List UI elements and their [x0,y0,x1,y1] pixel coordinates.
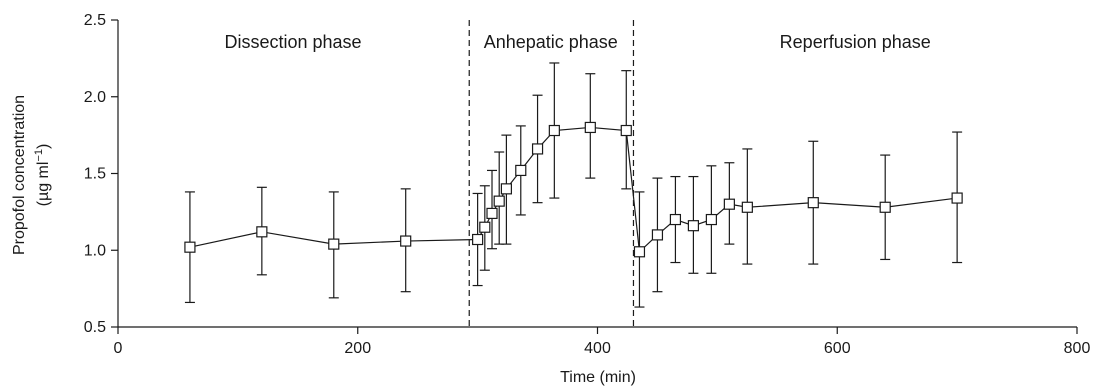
data-point-marker [879,201,891,213]
x-tick-label: 200 [344,340,371,357]
data-point-marker [633,246,646,258]
data-point-marker [951,192,963,204]
data-point-marker [531,143,544,155]
data-point-marker [620,124,632,137]
phase-label: Anhepatic phase [484,32,618,52]
y-tick-label: 0.5 [84,319,106,336]
data-point-marker [584,121,596,134]
axis-ticks: 0.5 1.0 1.5 2.0 2.5 0 200 400 600 800 [84,12,1091,357]
data-point-marker [472,233,484,246]
phase-labels: Dissection phase Anhepatic phase Reperfusi… [224,32,930,52]
x-axis-label: Time (min) [560,369,636,386]
data-point-marker [184,241,196,253]
data-point-marker [493,195,505,207]
data-point-marker [723,198,735,210]
phase-boundary-lines [468,20,635,327]
data-point-marker [486,207,498,220]
y-axis-unit-exponent: −1 [33,149,45,162]
data-point-marker [705,213,717,226]
y-axis-unit-close: ) [35,144,52,149]
x-tick-label: 400 [584,340,611,357]
series-line [189,126,958,254]
y-axis-label-line1: Propofol concentration [11,95,28,255]
phase-label: Reperfusion phase [780,32,931,52]
error-bars [184,62,963,308]
x-tick-label: 800 [1064,340,1091,357]
data-point-marker [807,197,819,209]
data-point-marker [479,221,491,233]
data-point-marker [500,183,512,195]
y-tick-label: 1.5 [84,166,106,183]
y-axis-unit: (µg ml [35,162,52,207]
data-point-marker [328,238,340,250]
data-point-marker [548,124,560,137]
phase-label: Dissection phase [224,32,361,52]
data-point-marker [687,220,700,232]
y-axis-label-line2: (µg ml−1) [33,144,52,207]
x-tick-label: 0 [114,340,123,357]
data-point-marker [515,164,527,177]
data-point-marker [651,229,664,241]
y-tick-label: 2.5 [84,12,106,29]
x-tick-label: 600 [824,340,851,357]
data-markers [184,121,963,258]
y-tick-label: 1.0 [84,242,106,259]
series-polyline [189,126,958,254]
data-point-marker [741,201,753,213]
data-point-marker [400,235,412,247]
y-tick-label: 2.0 [84,89,106,106]
data-point-marker [256,226,268,238]
data-point-marker [669,213,682,226]
axes [117,20,1077,328]
